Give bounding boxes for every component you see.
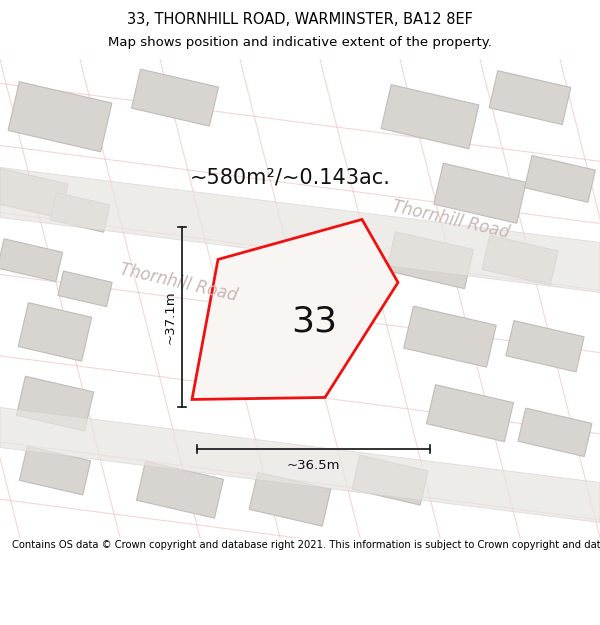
Polygon shape [0,239,62,281]
Text: Contains OS data © Crown copyright and database right 2021. This information is : Contains OS data © Crown copyright and d… [12,540,600,550]
Polygon shape [524,156,595,202]
Text: 33, THORNHILL ROAD, WARMINSTER, BA12 8EF: 33, THORNHILL ROAD, WARMINSTER, BA12 8EF [127,11,473,26]
Polygon shape [249,472,331,526]
Polygon shape [0,168,68,218]
Polygon shape [506,321,584,372]
Polygon shape [482,235,558,285]
Polygon shape [19,446,91,495]
Polygon shape [352,455,428,505]
Polygon shape [381,85,479,149]
Text: ~580m²/~0.143ac.: ~580m²/~0.143ac. [190,168,391,187]
Polygon shape [489,71,571,124]
Polygon shape [518,408,592,456]
Polygon shape [16,376,94,431]
Polygon shape [434,163,526,223]
Text: ~36.5m: ~36.5m [287,459,340,472]
Polygon shape [427,385,514,442]
Polygon shape [0,408,600,522]
Polygon shape [18,302,92,361]
Text: Thornhill Road: Thornhill Road [118,260,239,305]
Polygon shape [386,232,473,289]
Polygon shape [50,192,110,232]
Polygon shape [0,168,600,292]
Polygon shape [58,271,112,307]
Polygon shape [192,219,398,399]
Polygon shape [404,306,496,368]
Text: Map shows position and indicative extent of the property.: Map shows position and indicative extent… [108,36,492,49]
Polygon shape [8,82,112,152]
Polygon shape [131,69,218,126]
Text: Thornhill Road: Thornhill Road [390,197,511,242]
Text: ~37.1m: ~37.1m [164,291,177,344]
Polygon shape [137,461,223,518]
Polygon shape [250,248,329,330]
Text: 33: 33 [291,304,337,339]
